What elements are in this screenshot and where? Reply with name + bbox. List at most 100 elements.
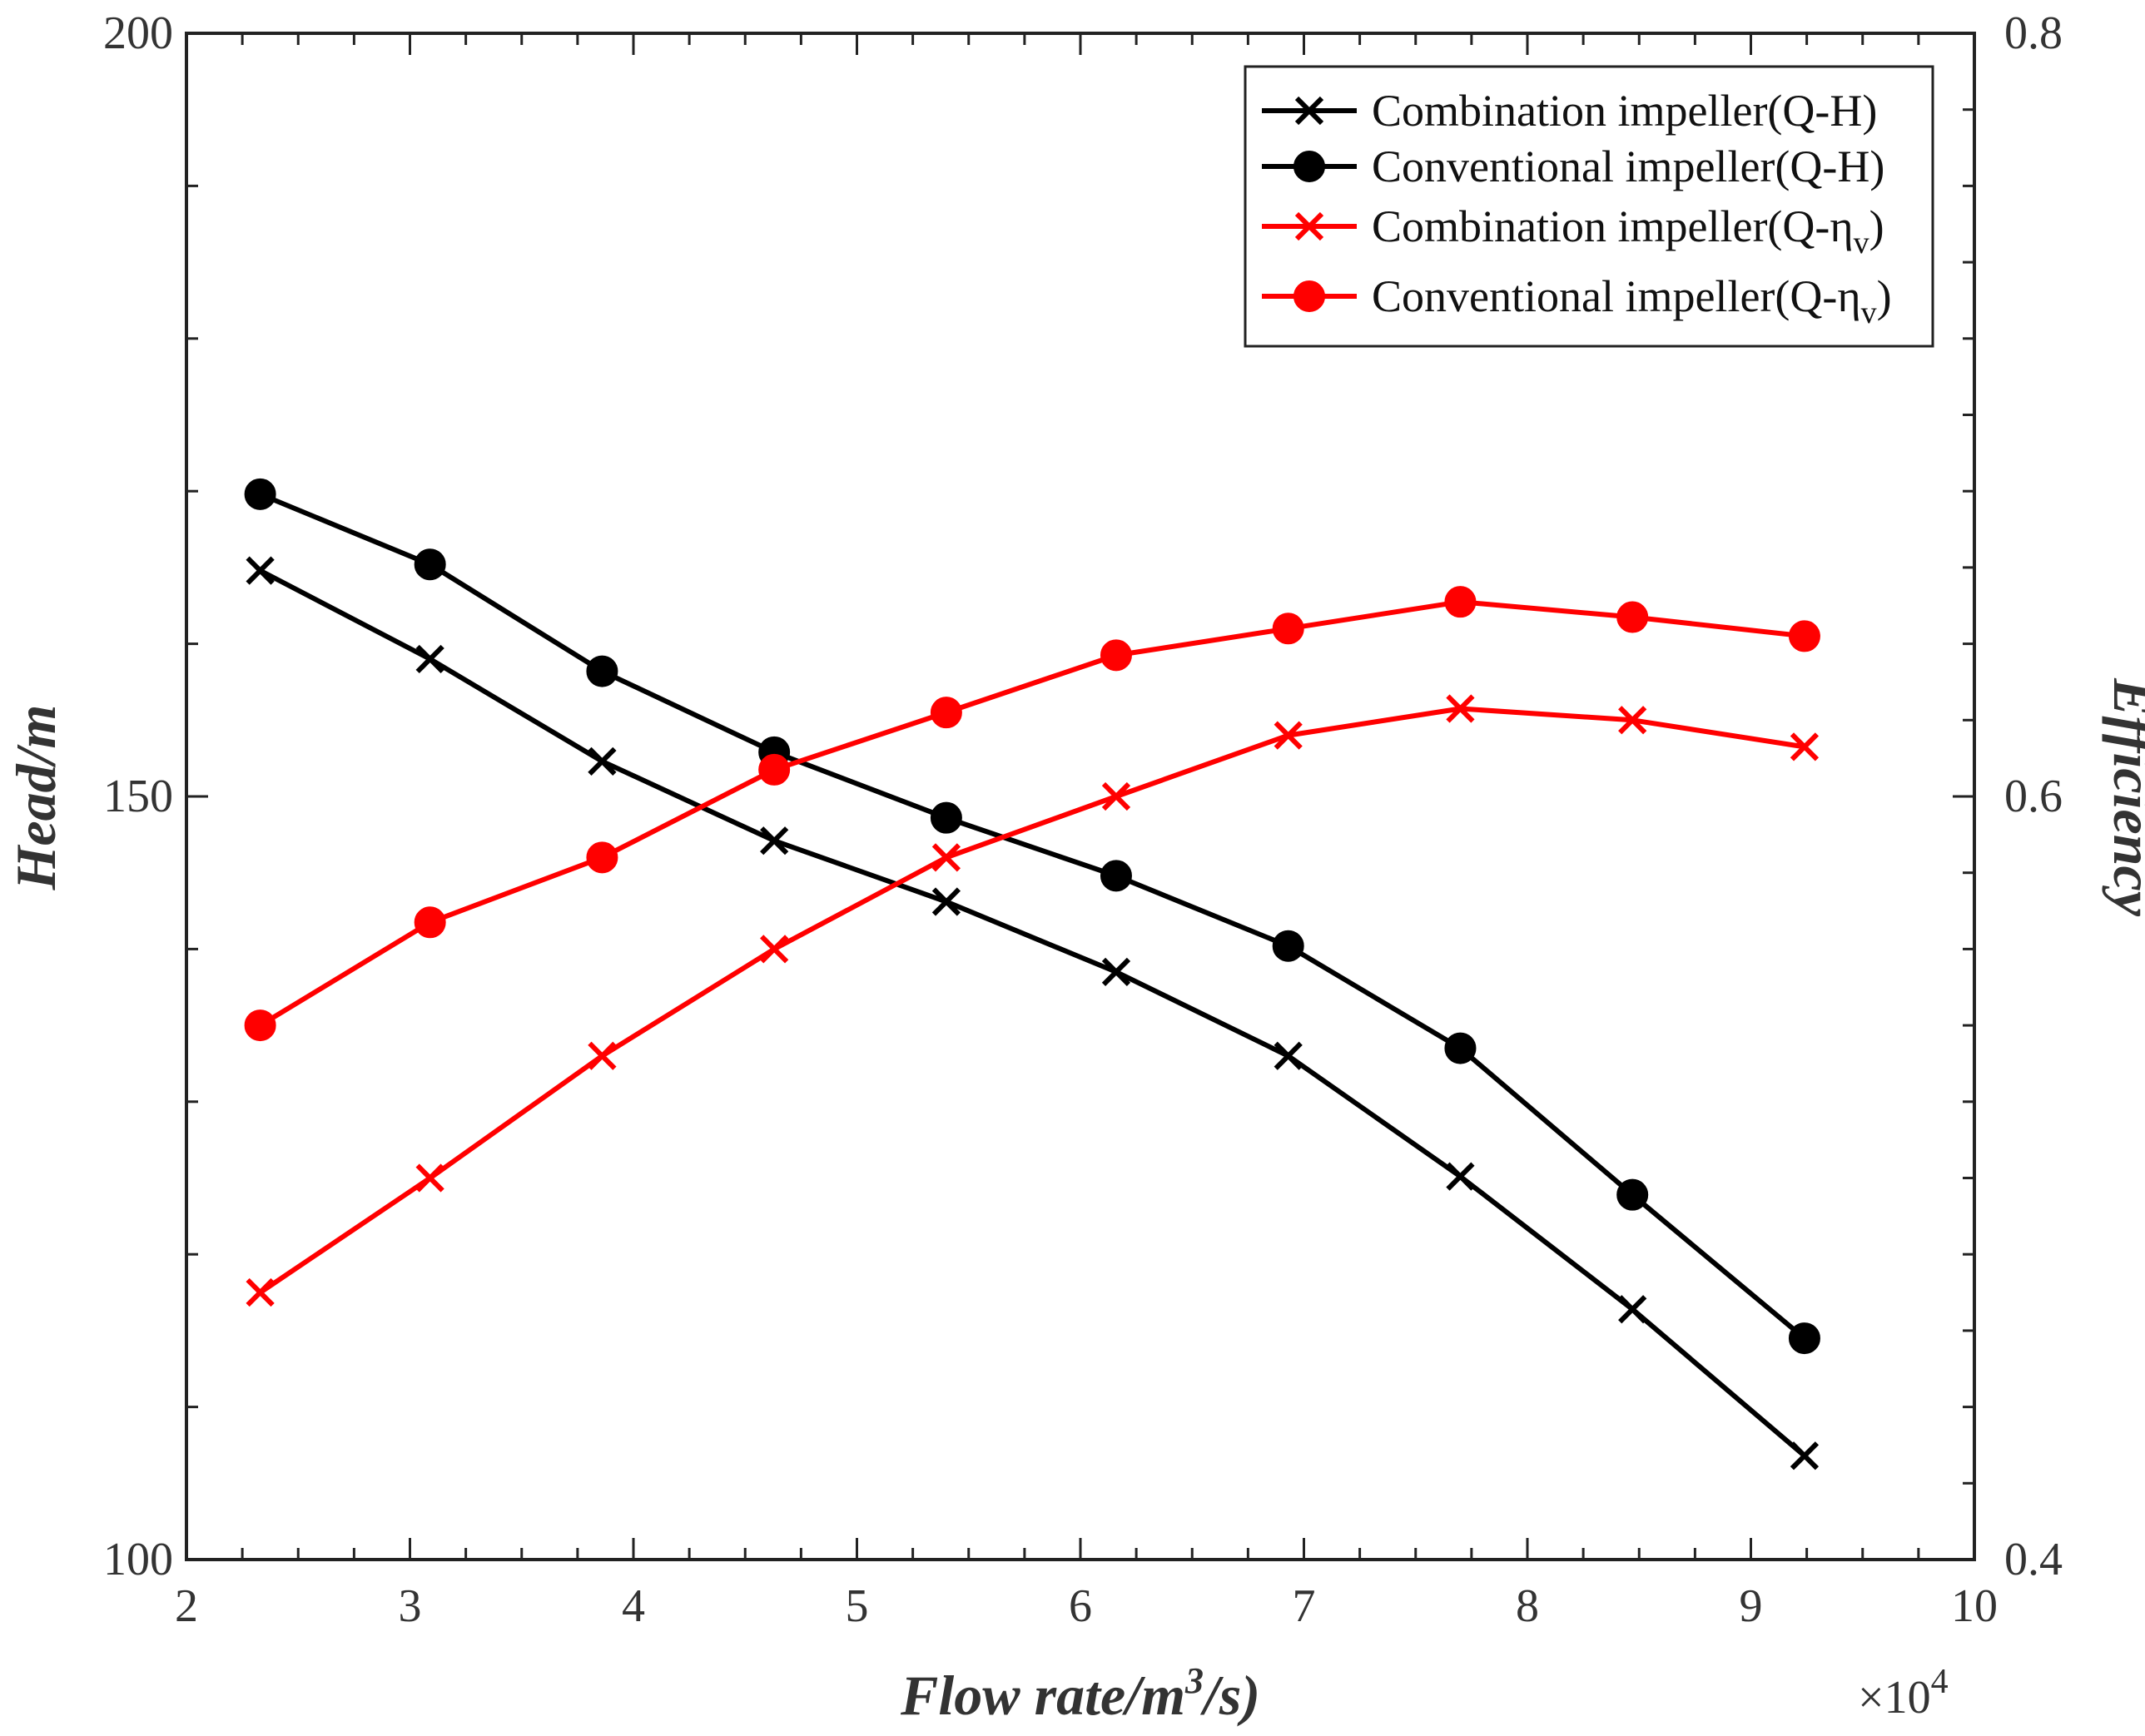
legend-marker-stroke xyxy=(1294,96,1324,126)
series-4-point xyxy=(1272,613,1304,645)
series-2-point xyxy=(586,655,618,687)
series-3-point xyxy=(1618,706,1647,735)
legend-label-sub: v xyxy=(1861,295,1877,330)
x-tick-label: 5 xyxy=(846,1580,869,1632)
series-3-point xyxy=(931,843,961,872)
series-3-line xyxy=(258,706,1805,1295)
series-3-point xyxy=(415,1163,444,1193)
series-4-point xyxy=(414,906,446,939)
series-1-line xyxy=(259,568,1806,1458)
series-4-point xyxy=(1100,639,1132,672)
series-1-point-stroke xyxy=(1618,1295,1647,1324)
x-tick-label: 2 xyxy=(175,1580,198,1632)
series-4-point xyxy=(1444,586,1477,618)
y-tick-label: 150 xyxy=(103,771,173,822)
series-3-point-stroke xyxy=(415,1163,444,1193)
legend-label: Conventional impeller(Q-H) xyxy=(1372,141,1884,191)
tick-labels-layer: 2 3 4 5 6 7 8 9 10 100 150 200 0.4 0.6 0.8 xyxy=(103,7,2063,1632)
legend-items: Combination impeller(Q-H)Conventional im… xyxy=(1262,86,1892,330)
legend-label: Combination impeller(Q-H) xyxy=(1372,86,1877,136)
series-3-point-stroke xyxy=(931,843,961,872)
series-3-point-stroke xyxy=(1101,781,1131,811)
series-1-point-stroke xyxy=(760,826,789,856)
legend-marker xyxy=(1294,96,1324,126)
series-1-point xyxy=(1618,1295,1647,1324)
series-layer xyxy=(244,478,1820,1471)
y2-tick-label: 0.8 xyxy=(2004,7,2063,59)
series-1-point xyxy=(415,644,444,674)
series-2-line xyxy=(259,492,1806,1341)
series-3-point-stroke xyxy=(760,935,789,964)
x-tick-label: 9 xyxy=(1740,1580,1763,1632)
x-multiplier: ×104 xyxy=(1858,1663,1949,1724)
x-tick-label: 3 xyxy=(399,1580,422,1632)
y-tick-label: 100 xyxy=(103,1534,173,1585)
legend-label-tail: ) xyxy=(1877,271,1892,321)
series-1-point-stroke xyxy=(1101,957,1131,987)
legend-label-main: Combination impeller(Q-η xyxy=(1372,201,1854,251)
series-1-point xyxy=(1446,1162,1475,1191)
series-2-point xyxy=(1788,1322,1820,1355)
y-axis-title: Head/m xyxy=(4,705,67,891)
y2-axis-title: Efficiency xyxy=(2102,677,2145,917)
legend-label-sub: v xyxy=(1854,226,1869,260)
x-tick-label: 10 xyxy=(1951,1580,1998,1632)
legend-box xyxy=(1244,65,1934,348)
legend-marker xyxy=(1293,280,1325,312)
legend-label: Combination impeller(Q-ηv) xyxy=(1372,201,1884,260)
y2-tick-label: 0.6 xyxy=(2004,771,2063,822)
series-1-point xyxy=(1101,957,1131,987)
legend-label-tail: ) xyxy=(1869,201,1884,251)
ticks-layer xyxy=(185,32,1976,1561)
legend-label-main: Combination impeller(Q-H) xyxy=(1372,86,1877,136)
series-1-point xyxy=(1790,1441,1820,1471)
series-3-point xyxy=(1274,721,1303,750)
y2-tick-label: 0.4 xyxy=(2004,1534,2063,1585)
series-3-point xyxy=(1790,732,1820,761)
series-1-point-stroke xyxy=(931,887,961,916)
series-3-point-stroke xyxy=(1790,732,1820,761)
series-2-point xyxy=(1616,1178,1649,1211)
y-tick-label: 200 xyxy=(103,7,173,59)
series-4-point xyxy=(758,753,791,786)
series-3-point xyxy=(246,1277,275,1307)
series-4-line xyxy=(259,599,1805,1028)
series-3-point-stroke xyxy=(588,1041,617,1070)
series-1-point xyxy=(1274,1041,1303,1070)
series-1-point-stroke xyxy=(1446,1162,1475,1191)
plot-area-frame xyxy=(185,32,1976,1561)
series-1-point xyxy=(246,556,275,585)
series-2-point xyxy=(1272,930,1304,962)
x-tick-label: 6 xyxy=(1069,1580,1092,1632)
series-1-point xyxy=(588,746,617,776)
series-3-point-stroke xyxy=(1274,721,1303,750)
x-axis-title: Flow rate/m3/s) xyxy=(900,1660,1260,1727)
series-3-point-stroke xyxy=(1446,694,1475,723)
series-3-point xyxy=(1446,694,1475,723)
series-1-point xyxy=(931,887,961,916)
legend-marker xyxy=(1294,211,1324,241)
series-1-point-stroke xyxy=(1274,1041,1303,1070)
series-1-point-stroke xyxy=(588,746,617,776)
series-2-point xyxy=(930,801,962,834)
series-3-point-stroke xyxy=(246,1277,275,1307)
series-4-point xyxy=(1616,601,1649,633)
series-4-point xyxy=(244,1009,276,1042)
legend-marker xyxy=(1293,151,1325,182)
legend-label: Conventional impeller(Q-ηv) xyxy=(1372,271,1892,330)
series-1-point xyxy=(760,826,789,856)
series-3-point xyxy=(588,1041,617,1070)
series-4-point xyxy=(586,841,618,874)
legend-label-main: Conventional impeller(Q-H) xyxy=(1372,141,1884,191)
series-1-point-stroke xyxy=(246,556,275,585)
series-1-point-stroke xyxy=(415,644,444,674)
x-axis-title-tail: /s) xyxy=(1199,1664,1260,1727)
x-tick-label: 8 xyxy=(1516,1580,1539,1632)
x-axis-title-sup: 3 xyxy=(1184,1660,1204,1701)
legend: Combination impeller(Q-H)Conventional im… xyxy=(1244,65,1934,348)
x-multiplier-base: ×10 xyxy=(1858,1672,1931,1724)
legend-label-main: Conventional impeller(Q-η xyxy=(1372,271,1861,321)
series-4-point xyxy=(1788,620,1820,652)
x-axis-title-main: Flow rate/m xyxy=(900,1664,1185,1727)
